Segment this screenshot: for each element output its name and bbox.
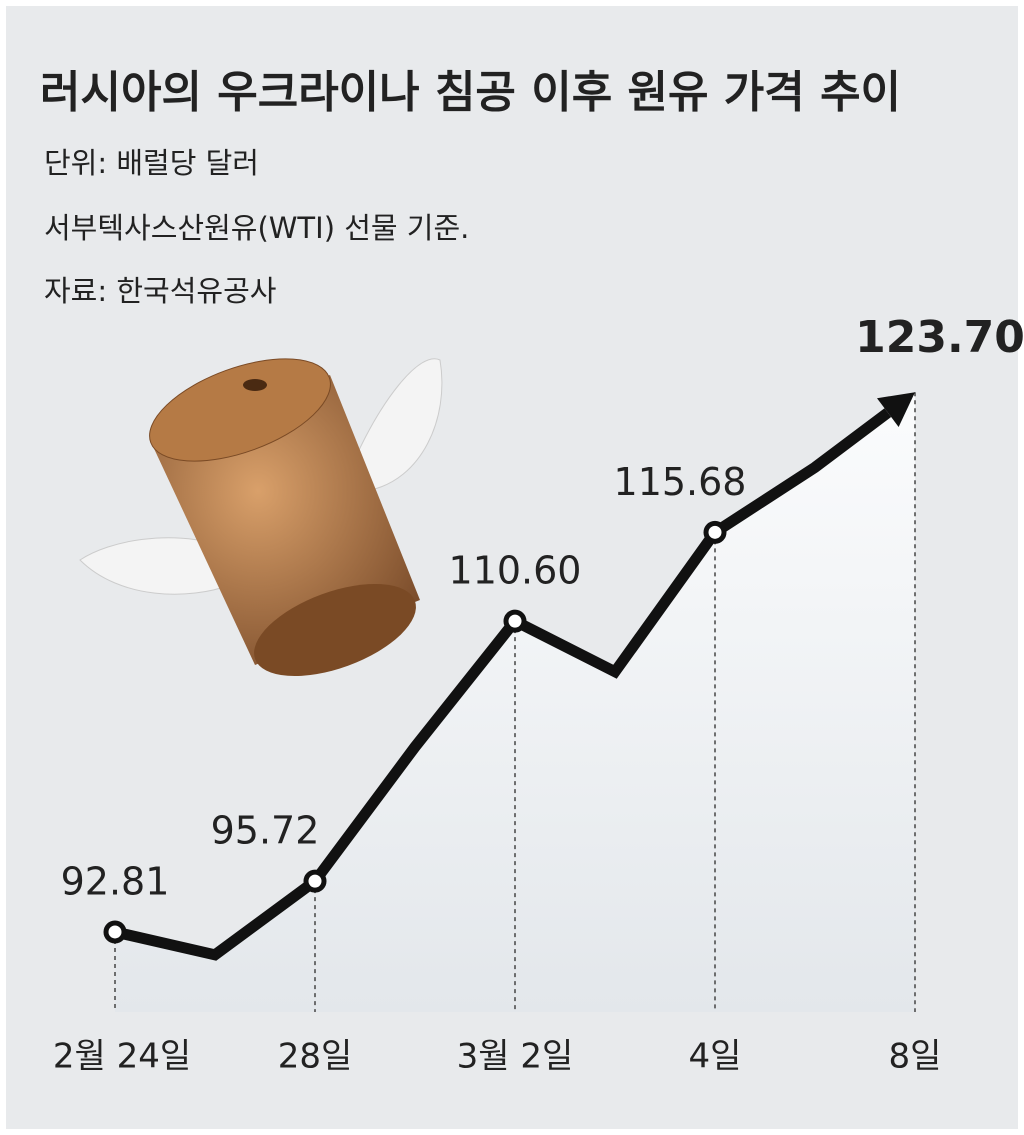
data-label: 115.68 (614, 460, 747, 504)
data-label: 110.60 (449, 549, 582, 593)
x-tick-label: 3월 2일 (457, 1037, 574, 1077)
arrow-head (877, 392, 915, 428)
x-tick-label: 8일 (889, 1037, 942, 1077)
point-marker (503, 609, 527, 633)
barrel-illustration (79, 358, 443, 677)
point-marker (103, 920, 127, 944)
data-label: 92.81 (61, 859, 170, 903)
subtitle: 자료: 한국석유공사 (44, 274, 276, 308)
x-tick-label: 4일 (689, 1037, 742, 1077)
x-tick-label: 28일 (278, 1037, 353, 1077)
data-label: 123.70 (855, 312, 1024, 363)
chart-title: 러시아의 우크라이나 침공 이후 원유 가격 추이 (40, 67, 901, 118)
subtitle: 서부텍사스산원유(WTI) 선물 기준. (44, 211, 469, 245)
point-marker (703, 520, 727, 544)
data-label: 95.72 (211, 809, 320, 853)
point-marker (303, 869, 327, 893)
x-tick-label: 2월 24일 (53, 1037, 191, 1077)
subtitle: 단위: 배럴당 달러 (44, 146, 259, 180)
